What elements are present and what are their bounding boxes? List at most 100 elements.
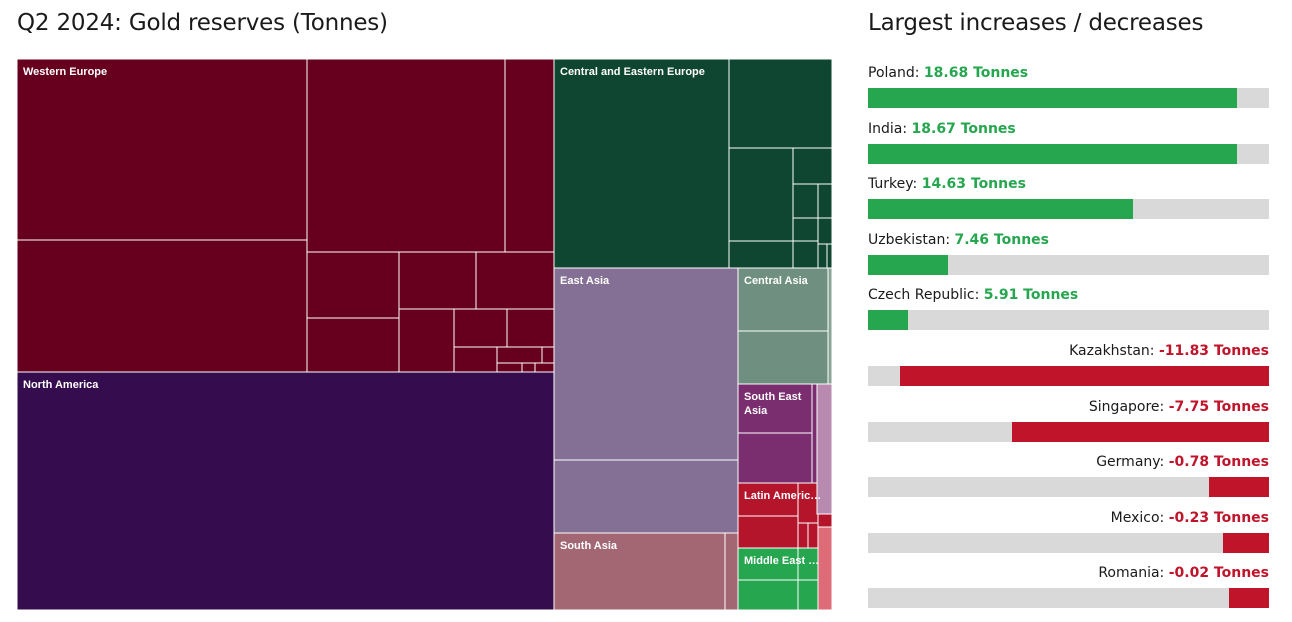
- treemap-cell[interactable]: [728, 240, 794, 269]
- bar-label: Turkey: 14.63 Tonnes: [868, 173, 1026, 195]
- treemap-cell[interactable]: [553, 267, 739, 461]
- region-north-america[interactable]: [17, 371, 555, 610]
- treemap-cell[interactable]: [737, 515, 799, 549]
- bar-label: Germany: -0.78 Tonnes: [1096, 451, 1269, 473]
- bar-label: Romania: -0.02 Tonnes: [1098, 562, 1269, 584]
- treemap-cell[interactable]: [453, 308, 508, 348]
- treemap-cell[interactable]: [817, 243, 828, 269]
- label-western-europe: Western Europe: [23, 66, 107, 78]
- decrease-bar: [1223, 533, 1269, 553]
- label-middle-east: Middle East …: [744, 555, 819, 567]
- treemap-cell[interactable]: [827, 267, 832, 385]
- treemap-cell[interactable]: [17, 239, 308, 373]
- treemap-cell[interactable]: [807, 522, 819, 549]
- treemap-cell[interactable]: [534, 362, 555, 373]
- treemap-cell[interactable]: [398, 251, 477, 310]
- treemap-cell[interactable]: [817, 513, 832, 529]
- treemap-cell[interactable]: [398, 308, 455, 373]
- treemap-cell[interactable]: [453, 346, 498, 373]
- treemap-cell[interactable]: [306, 251, 400, 319]
- bar-country: Czech Republic:: [868, 287, 984, 303]
- treemap-cell[interactable]: [306, 317, 400, 373]
- decrease-bar: [900, 366, 1269, 386]
- label-south-east-asia: South East Asia: [744, 391, 802, 417]
- treemap-cell[interactable]: [724, 532, 739, 610]
- region-central-eastern-europe[interactable]: [553, 59, 832, 269]
- decrease-bar: [1229, 588, 1269, 608]
- bar-value: 5.91 Tonnes: [983, 287, 1079, 303]
- bar-label: Uzbekistan: 7.46 Tonnes: [868, 229, 1049, 251]
- treemap-cell[interactable]: [521, 362, 536, 373]
- treemap-cell[interactable]: [737, 330, 829, 385]
- bar-label: India: 18.67 Tonnes: [868, 118, 1016, 140]
- label-north-america: North America: [23, 379, 99, 391]
- treemap-cell[interactable]: [506, 308, 555, 348]
- decrease-bar: [1209, 477, 1269, 497]
- bars-title: Largest increases / decreases: [868, 10, 1204, 36]
- treemap-cell[interactable]: [17, 59, 308, 241]
- increase-bar: [868, 88, 1237, 108]
- treemap-cell[interactable]: [792, 217, 819, 242]
- bar-country: India:: [868, 121, 912, 137]
- bar-value: -0.23 Tonnes: [1168, 510, 1269, 526]
- bar-country: Singapore:: [1088, 399, 1169, 415]
- treemap-cell[interactable]: [553, 459, 739, 534]
- treemap-cell[interactable]: [737, 383, 813, 434]
- bar-row: India: 18.67 Tonnes: [868, 118, 1269, 174]
- bar-country: Romania:: [1098, 565, 1169, 581]
- region-middle-east[interactable]: [737, 526, 832, 610]
- bar-value: 14.63 Tonnes: [921, 176, 1026, 192]
- bar-label: Kazakhstan: -11.83 Tonnes: [1069, 340, 1269, 362]
- treemap-cell[interactable]: [792, 240, 819, 269]
- bar-value: 7.46 Tonnes: [954, 232, 1050, 248]
- bar-track: [868, 477, 1269, 497]
- treemap-cell[interactable]: [797, 482, 819, 524]
- treemap-cell[interactable]: [797, 579, 819, 610]
- treemap-cell[interactable]: [737, 432, 813, 484]
- treemap-cell[interactable]: [817, 183, 832, 219]
- treemap-cell[interactable]: [541, 346, 555, 364]
- treemap-cell[interactable]: [817, 217, 832, 245]
- bar-label: Czech Republic: 5.91 Tonnes: [868, 284, 1078, 306]
- bar-value: -11.83 Tonnes: [1158, 343, 1269, 359]
- bar-country: Turkey:: [868, 176, 922, 192]
- bar-row: Kazakhstan: -11.83 Tonnes: [868, 340, 1269, 396]
- treemap-cell[interactable]: [737, 267, 829, 332]
- treemap-cell[interactable]: [737, 579, 799, 610]
- bar-label: Mexico: -0.23 Tonnes: [1111, 507, 1269, 529]
- bar-row: Turkey: 14.63 Tonnes: [868, 173, 1269, 229]
- region-south-asia[interactable]: [553, 532, 739, 610]
- bar-value: 18.68 Tonnes: [923, 65, 1029, 81]
- treemap-cell[interactable]: [728, 147, 794, 242]
- treemap-cell[interactable]: [553, 59, 730, 269]
- treemap-cell[interactable]: [496, 362, 523, 373]
- treemap-cell[interactable]: [797, 522, 809, 549]
- label-central-asia: Central Asia: [744, 275, 809, 287]
- treemap-cell[interactable]: [17, 371, 555, 610]
- bar-track: [868, 366, 1269, 386]
- treemap-cell[interactable]: [811, 383, 818, 484]
- region-western-europe[interactable]: [17, 59, 555, 373]
- bar-track: [868, 588, 1269, 608]
- bar-country: Germany:: [1096, 454, 1169, 470]
- treemap-cell[interactable]: [816, 383, 832, 515]
- treemap-cell[interactable]: [826, 243, 832, 269]
- treemap-title: Q2 2024: Gold reserves (Tonnes): [17, 10, 388, 36]
- treemap-cell[interactable]: [792, 183, 819, 219]
- treemap-cell[interactable]: [728, 59, 832, 149]
- bar-row: Germany: -0.78 Tonnes: [868, 451, 1269, 507]
- treemap-cell[interactable]: [504, 59, 555, 253]
- treemap-cell[interactable]: [306, 59, 506, 253]
- bar-value: -0.78 Tonnes: [1168, 454, 1269, 470]
- bar-value: 18.67 Tonnes: [911, 121, 1016, 137]
- region-central-asia[interactable]: [737, 267, 832, 385]
- increase-bar: [868, 255, 948, 275]
- treemap-cell[interactable]: [817, 526, 832, 610]
- treemap-cell[interactable]: [475, 251, 555, 310]
- region-latin-america[interactable]: [737, 482, 832, 549]
- bar-country: Uzbekistan:: [868, 232, 955, 248]
- region-east-asia[interactable]: [553, 267, 739, 534]
- gold-reserves-treemap: Western Europe North America Central and E…: [17, 59, 832, 610]
- treemap-cell[interactable]: [496, 346, 543, 364]
- treemap-cell[interactable]: [792, 147, 832, 185]
